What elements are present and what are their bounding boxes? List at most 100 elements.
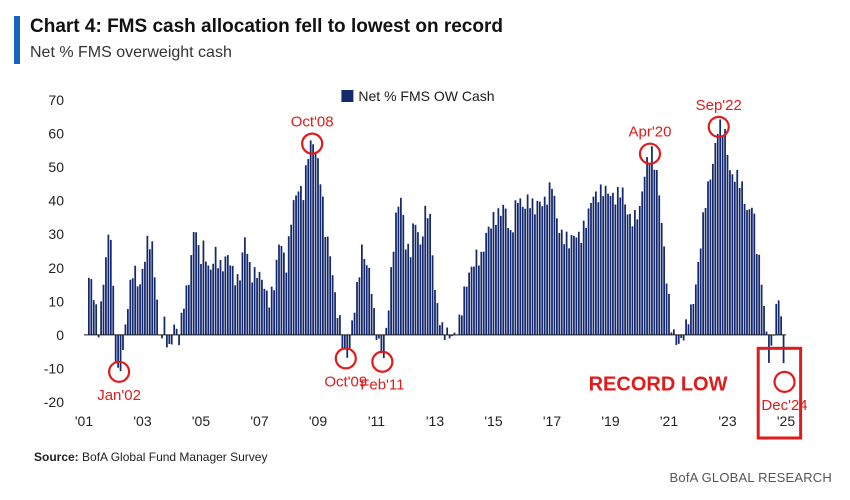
bar (95, 304, 98, 335)
bar (646, 157, 648, 335)
bar (653, 169, 656, 335)
annotation-circle (107, 360, 131, 383)
bar (619, 197, 622, 335)
bar (682, 334, 685, 341)
bar (163, 316, 166, 335)
bar (136, 286, 139, 335)
bar (458, 314, 461, 335)
bar (175, 328, 178, 335)
bar (556, 218, 558, 335)
bar (780, 316, 782, 335)
bar (741, 181, 743, 335)
bar (775, 303, 778, 335)
bar (478, 265, 480, 335)
bar (660, 223, 663, 335)
bar (222, 271, 224, 335)
x-tick-label: '15 (484, 413, 502, 429)
bar (409, 257, 412, 335)
bar (731, 174, 734, 335)
bar (261, 279, 263, 335)
bar (699, 248, 702, 335)
bar (707, 181, 709, 335)
bar (265, 290, 268, 335)
bar (470, 266, 473, 335)
bar (390, 267, 392, 335)
bar (541, 206, 544, 335)
bar (131, 278, 134, 335)
bar (531, 198, 534, 335)
bar (109, 239, 112, 335)
x-tick-label: '07 (250, 413, 268, 429)
bar (195, 232, 197, 335)
bar (729, 170, 731, 335)
chart-svg: 70 60 50 40 30 20 10 0 -10 -20 '01 '03 '05 '07 '09 '11 '… (44, 88, 808, 440)
bar (105, 257, 107, 335)
bar (100, 301, 102, 335)
bar (609, 196, 612, 335)
bar (702, 212, 704, 335)
annotation-label: Sep'22 (696, 97, 742, 114)
bar (124, 324, 127, 335)
bar (295, 195, 297, 335)
bar (643, 176, 646, 335)
bar (400, 197, 402, 335)
bar (192, 232, 195, 335)
x-tick-label: '11 (368, 413, 385, 429)
bar (614, 204, 617, 335)
y-tick-label: -10 (44, 360, 64, 376)
bar (629, 213, 631, 335)
bar (480, 251, 483, 335)
bar (356, 281, 358, 335)
bar (229, 265, 232, 335)
bar (746, 210, 748, 335)
bar (226, 255, 229, 335)
bar (663, 246, 665, 335)
bar (300, 186, 302, 335)
bar (668, 293, 670, 335)
bar (402, 214, 405, 335)
bar (685, 319, 687, 335)
bar (499, 215, 502, 335)
bar (112, 285, 115, 335)
bar (634, 210, 636, 335)
bar (724, 129, 726, 335)
bar (677, 334, 680, 344)
bar (102, 284, 105, 335)
bar (553, 195, 556, 335)
bar (297, 191, 300, 335)
bar (753, 213, 756, 335)
bar (290, 224, 293, 335)
bar (736, 169, 739, 335)
bar (107, 234, 110, 335)
bar (268, 307, 271, 335)
bar (197, 245, 200, 335)
bar (361, 244, 363, 335)
bar (139, 284, 141, 335)
bar (429, 213, 431, 335)
bar (180, 312, 183, 335)
bar (451, 334, 453, 337)
y-tick-label: 60 (48, 126, 64, 142)
bar (648, 163, 651, 335)
x-tick-label: '23 (718, 413, 736, 429)
bar (602, 196, 605, 335)
bar (341, 334, 344, 349)
bar (353, 312, 356, 335)
bar (763, 306, 765, 335)
bar (166, 334, 168, 348)
bar (536, 200, 539, 335)
bar (178, 334, 180, 346)
annotation-circle (301, 132, 324, 155)
bar (270, 286, 273, 335)
bar (156, 299, 158, 335)
x-tick-label: '25 (777, 413, 795, 429)
bar (209, 269, 212, 335)
bar (92, 300, 95, 335)
bar (721, 135, 724, 335)
record-low-box (756, 346, 803, 440)
annotation-label: Oct'08 (291, 114, 334, 131)
bar (636, 219, 639, 335)
bar (487, 226, 490, 335)
x-tick-label: '21 (660, 413, 678, 429)
bar (573, 235, 575, 335)
